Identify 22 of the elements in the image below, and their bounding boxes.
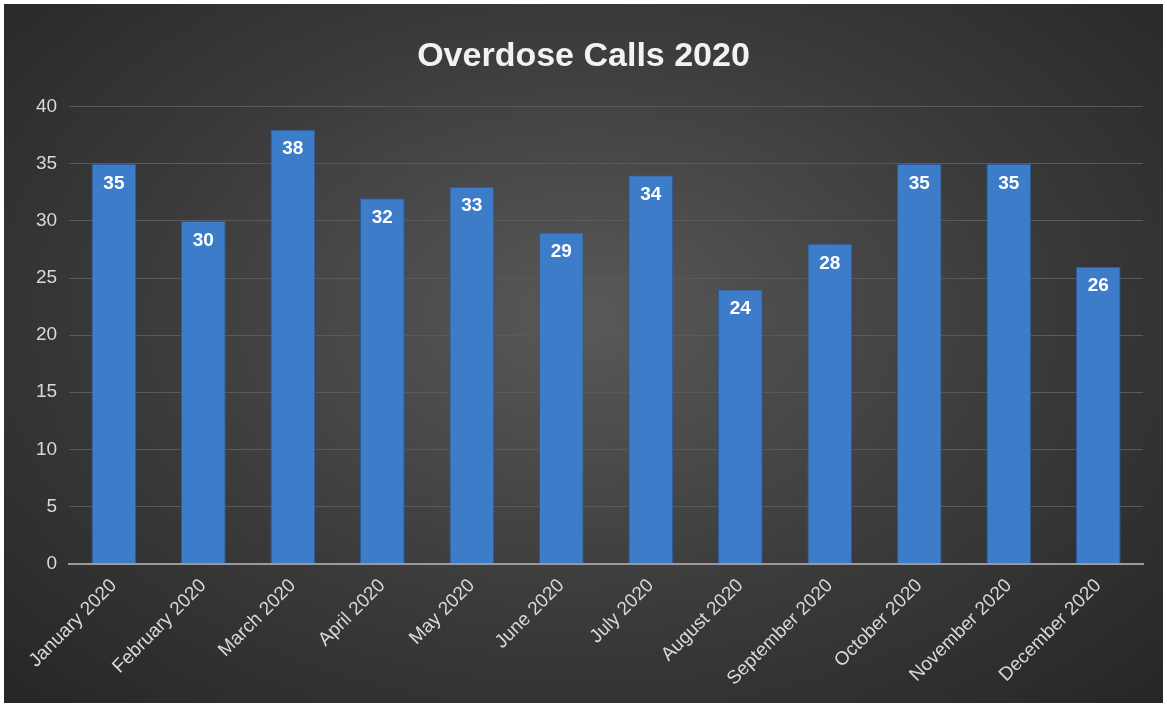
y-tick-label: 5 bbox=[46, 494, 58, 516]
data-label: 24 bbox=[729, 297, 752, 319]
y-tick-label: 35 bbox=[35, 152, 58, 174]
data-label: 29 bbox=[550, 240, 572, 262]
y-tick-label: 0 bbox=[46, 551, 58, 573]
data-label: 35 bbox=[103, 171, 125, 193]
y-tick-label: 15 bbox=[35, 380, 58, 402]
data-label: 26 bbox=[1087, 274, 1109, 296]
data-label: 28 bbox=[819, 251, 841, 273]
data-label: 32 bbox=[371, 205, 393, 227]
y-tick-label: 30 bbox=[35, 209, 58, 231]
data-label: 38 bbox=[282, 137, 304, 159]
data-label: 35 bbox=[998, 171, 1020, 193]
data-label: 33 bbox=[461, 194, 483, 216]
y-tick-label: 10 bbox=[35, 437, 58, 459]
data-label: 30 bbox=[192, 228, 214, 250]
y-tick-label: 20 bbox=[35, 323, 58, 345]
chart-title: Overdose Calls 2020 bbox=[417, 34, 750, 73]
data-label: 35 bbox=[908, 171, 931, 193]
y-tick-label: 25 bbox=[35, 266, 58, 288]
y-tick-label: 40 bbox=[35, 95, 58, 117]
data-label: 34 bbox=[640, 183, 662, 205]
